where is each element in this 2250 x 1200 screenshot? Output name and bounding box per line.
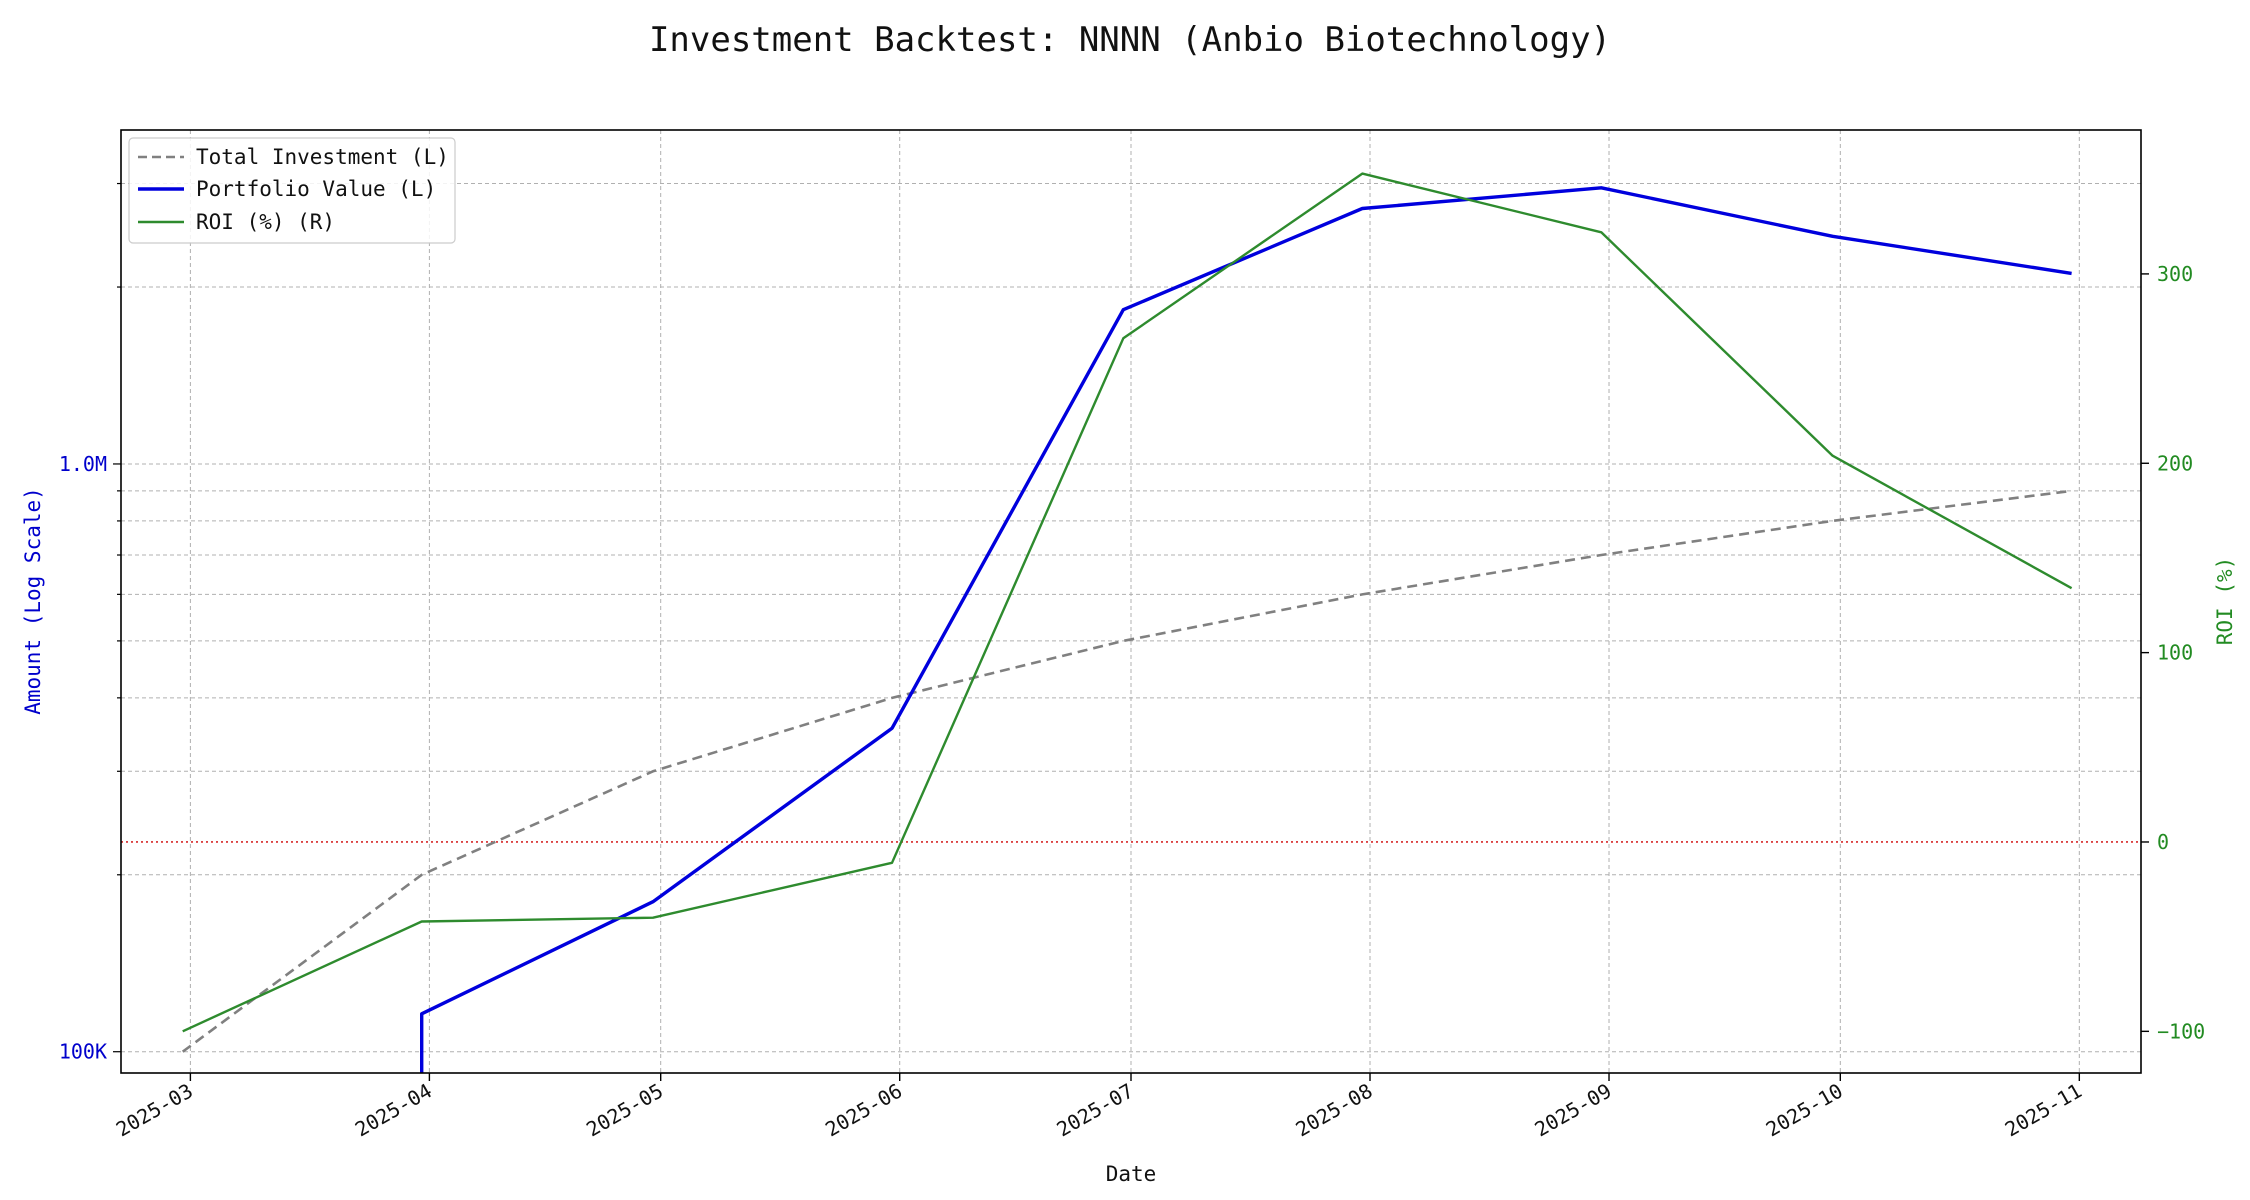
y-left-tick-label: 100K (59, 1040, 107, 1064)
y-right-tick-label: 200 (2157, 451, 2193, 475)
x-tick-label: 2025-08 (1292, 1079, 1377, 1142)
chart-title: Investment Backtest: NNNN (Anbio Biotech… (649, 20, 1611, 60)
series-layer (181, 172, 2073, 1073)
grid (121, 130, 2141, 1073)
legend: Total Investment (L) Portfolio Value (L)… (128, 137, 456, 244)
x-tick-label: 2025-05 (582, 1079, 667, 1142)
series-line-portfolio-value (420, 186, 2072, 1073)
x-tick-label: 2025-11 (2001, 1079, 2086, 1142)
y-right-tick-label: 0 (2157, 830, 2169, 854)
y-left-tick-label: 1.0M (59, 452, 107, 476)
y-right-tick-label: 100 (2157, 641, 2193, 665)
legend-box (128, 137, 456, 244)
y-axis-left-label: Amount (Log Scale) (21, 487, 45, 715)
x-axis-label: Date (1106, 1162, 1157, 1186)
x-tick-label: 2025-10 (1762, 1079, 1847, 1142)
y-right-tick-label: −100 (2157, 1019, 2205, 1043)
x-tick-label: 2025-07 (1052, 1079, 1137, 1142)
x-tick-label: 2025-04 (351, 1079, 436, 1142)
y-axis-right-label: ROI (%) (2213, 557, 2237, 646)
axes: 2025-03 2025-04 2025-05 2025-06 2025-07 2025-… (59, 182, 2205, 1142)
legend-entry-portfolio-value: Portfolio Value (L) (196, 177, 436, 201)
x-tick-label: 2025-09 (1531, 1079, 1616, 1142)
legend-entry-roi: ROI (%) (R) (196, 210, 335, 234)
x-tick-label: 2025-06 (821, 1079, 906, 1142)
legend-entry-total-investment: Total Investment (L) (196, 145, 449, 169)
y-right-tick-label: 300 (2157, 262, 2193, 286)
series-line-roi (182, 172, 2073, 1033)
x-tick-label: 2025-03 (112, 1079, 197, 1142)
series-line-total-investment (181, 489, 2072, 1053)
